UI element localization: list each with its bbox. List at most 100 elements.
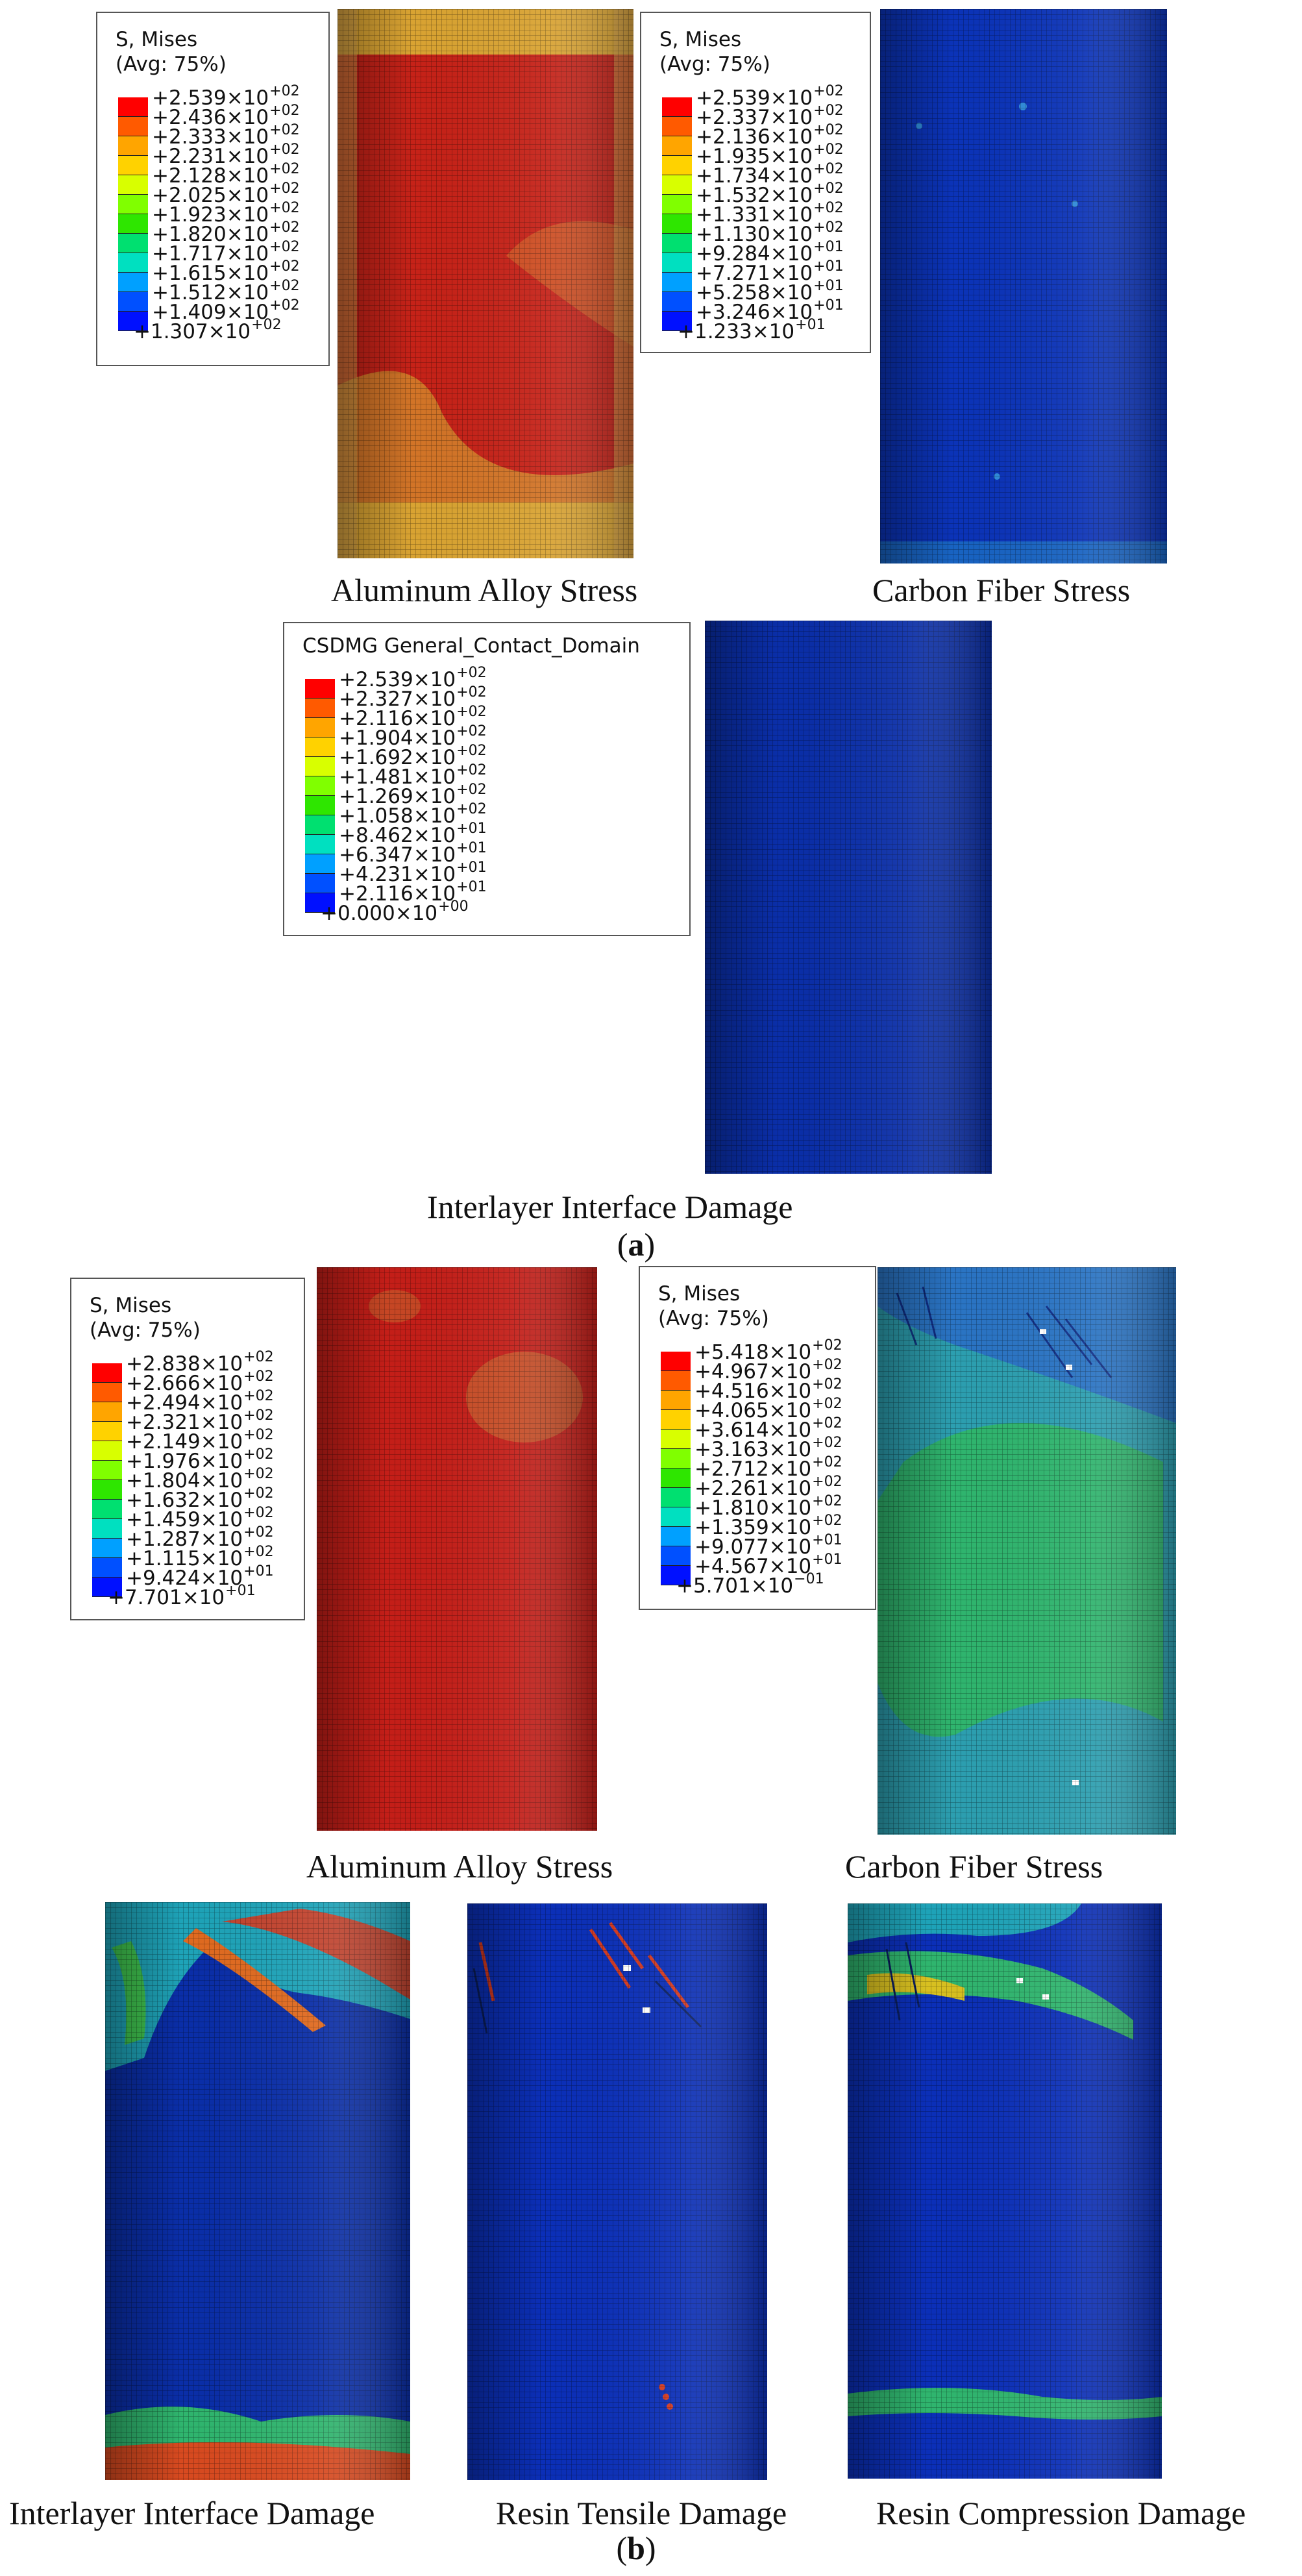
legend-value-mantissa: +1.269×10 (339, 785, 456, 808)
legend-value: +2.666×10+02 (126, 1368, 274, 1396)
legend-value-mantissa: +1.632×10 (126, 1489, 243, 1512)
legend-value-exponent: +02 (269, 161, 300, 177)
legend-value-exponent: +02 (813, 161, 844, 177)
legend-value: +1.359×10+02 (694, 1513, 842, 1540)
legend-value: +5.418×10+02 (694, 1337, 842, 1365)
legend-value-mantissa: +2.333×10 (152, 125, 269, 149)
legend-value: +1.058×10+02 (339, 801, 487, 828)
legend-title-line1: S, Mises (658, 1282, 741, 1306)
legend-band: +1.976×10+02 (90, 1446, 323, 1480)
legend-value-mantissa: +2.321×10 (126, 1411, 243, 1434)
legend-value-mantissa: +1.804×10 (126, 1469, 243, 1492)
legend-value-mantissa: +1.287×10 (126, 1528, 243, 1551)
legend-value-exponent: +02 (813, 200, 844, 216)
panel-letter: b (627, 2530, 645, 2566)
legend-value-mantissa: +1.935×10 (696, 145, 813, 168)
legend-value: +2.128×10+02 (152, 161, 300, 188)
legend-band: +2.321×10+02 (90, 1407, 323, 1441)
legend-swatch (118, 97, 148, 117)
legend-value-exponent: +01 (795, 317, 826, 333)
legend-value-mantissa: +2.231×10 (152, 145, 269, 168)
legend-value-mantissa: +9.077×10 (694, 1535, 812, 1559)
legend-value-mantissa: +3.246×10 (696, 301, 813, 324)
legend-title-line2: (Avg: 75%) (658, 1307, 769, 1330)
legend-swatch (92, 1558, 122, 1578)
caption-resin-compression: Resin Compression Damage (876, 2495, 1246, 2531)
legend-value: +2.539×10+02 (152, 83, 300, 110)
legend-value: +1.481×10+02 (339, 762, 487, 789)
legend-value-mantissa: +2.261×10 (694, 1477, 812, 1500)
legend-value-mantissa: +2.436×10 (152, 106, 269, 129)
legend-b-carbon: S, Mises (Avg: 75%) +5.418×10+02 +4.967×1… (639, 1266, 876, 1610)
legend-value-mantissa: +1.810×10 (694, 1496, 812, 1520)
legend-band: +1.115×10+02 (90, 1544, 323, 1578)
legend-value: +1.512×10+02 (152, 278, 300, 305)
legend-swatch (661, 1449, 691, 1468)
legend-swatch (305, 893, 335, 913)
legend-value-mantissa: +4.967×10 (694, 1360, 812, 1383)
legend-value: +2.261×10+02 (694, 1474, 842, 1501)
legend-value-exponent: +00 (438, 898, 469, 915)
legend-band: +2.116×10+02 (302, 704, 536, 737)
legend-value-exponent: +01 (456, 860, 487, 876)
legend-value-mantissa: +2.712×10 (694, 1457, 812, 1481)
legend-value-mantissa: +1.307×10 (134, 320, 251, 343)
legend-value-exponent: +02 (269, 103, 300, 119)
caption-aluminum-b: Aluminum Alloy Stress (306, 1848, 613, 1885)
legend-value-exponent: +02 (243, 1466, 274, 1482)
legend-value: +1.331×10+02 (696, 200, 844, 227)
legend-swatch (305, 757, 335, 776)
legend-value-mantissa: +1.481×10 (339, 765, 456, 789)
legend-band: +1.804×10+02 (90, 1466, 323, 1500)
legend-swatch (305, 699, 335, 718)
legend-value-mantissa: +1.820×10 (152, 223, 269, 246)
carbon-fiber-stress-contour (880, 9, 1167, 564)
legend-b-aluminum: S, Mises (Avg: 75%) +2.838×10+02 +2.666×1… (70, 1278, 305, 1620)
legend-value-mantissa: +4.567×10 (694, 1555, 812, 1578)
legend-value-mantissa: +2.666×10 (126, 1372, 243, 1395)
legend-value: +1.692×10+02 (339, 743, 487, 770)
legend-title-line2: (Avg: 75%) (116, 53, 227, 76)
legend-value: +1.734×10+02 (696, 161, 844, 188)
legend-band: +9.284×10+01 (659, 239, 893, 273)
legend-value: +2.025×10+02 (152, 180, 300, 208)
interlayer-interface-damage-contour-b (105, 1902, 410, 2480)
legend-value-exponent: +01 (813, 297, 844, 314)
legend-value-exponent: +02 (243, 1407, 274, 1424)
legend-value-mantissa: +8.462×10 (339, 824, 456, 847)
legend-band: +6.347×10+01 (302, 840, 536, 874)
legend-value-exponent: +01 (812, 1552, 842, 1568)
legend-value-mantissa: +1.976×10 (126, 1450, 243, 1473)
legend-swatch (305, 854, 335, 874)
legend-band: +2.327×10+02 (302, 684, 536, 718)
legend-band: +1.615×10+02 (116, 258, 349, 292)
legend-value-mantissa: +2.494×10 (126, 1391, 243, 1415)
legend-band: +4.516×10+02 (658, 1376, 892, 1410)
legend-value: +2.494×10+02 (126, 1388, 274, 1415)
legend-band: +5.418×10+02 (658, 1337, 892, 1371)
legend-value-exponent: +02 (251, 317, 282, 333)
legend-swatch (661, 1410, 691, 1430)
legend-swatch (305, 874, 335, 893)
legend-swatch (92, 1422, 122, 1441)
legend-value-exponent: +01 (813, 239, 844, 255)
legend-band: +1.058×10+02 (302, 801, 536, 835)
legend-value-exponent: +01 (813, 278, 844, 294)
legend-value-exponent: +01 (456, 840, 487, 856)
legend-swatch (305, 776, 335, 796)
legend-value: +2.136×10+02 (696, 122, 844, 149)
legend-swatch (118, 136, 148, 156)
legend-band: +2.539×10+02 (116, 83, 349, 117)
legend-value-mantissa: +1.532×10 (696, 184, 813, 207)
legend-swatch (662, 117, 692, 136)
legend-value: +1.976×10+02 (126, 1446, 274, 1474)
legend-value-exponent: +02 (456, 782, 487, 798)
legend-value-exponent: +02 (269, 278, 300, 294)
caption-aluminum-a: Aluminum Alloy Stress (331, 572, 638, 608)
legend-band: +4.967×10+02 (658, 1357, 892, 1391)
legend-value-exponent: +02 (269, 142, 300, 158)
aluminum-alloy-stress-contour (338, 9, 633, 558)
legend-band: +2.231×10+02 (116, 142, 349, 175)
legend-value-exponent: +02 (812, 1513, 842, 1529)
legend-swatch (118, 273, 148, 292)
